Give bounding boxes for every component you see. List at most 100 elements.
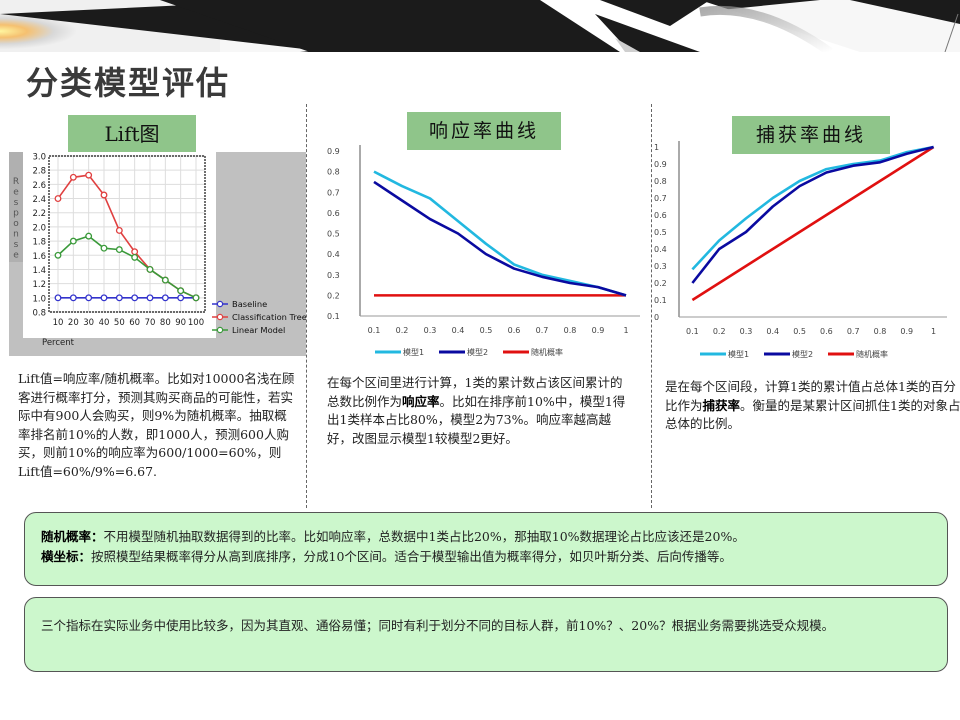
series-line bbox=[57, 235, 197, 299]
x-tick-label: 0.1 bbox=[686, 327, 699, 336]
y-tick-label: 0.4 bbox=[327, 250, 340, 259]
x-tick-label: 30 bbox=[83, 318, 94, 328]
response-description: 在每个区间里进行计算，1类的累计数占该区间累计的总数比例作为响应率。比如在排序前… bbox=[327, 375, 626, 446]
response-rate-term: 响应率 bbox=[402, 393, 440, 409]
y-tick-label: 0.6 bbox=[327, 209, 340, 218]
definitions-note-box: 随机概率：不用模型随机抽取数据得到的比率。比如响应率，总数据中1类占比20%，那… bbox=[24, 512, 948, 586]
legend-label: 随机概率 bbox=[856, 349, 888, 359]
y-axis-label-char: o bbox=[13, 219, 19, 229]
legend-label: 随机概率 bbox=[531, 347, 563, 357]
y-tick-label: 3.0 bbox=[32, 153, 46, 163]
x-tick-label: 0.2 bbox=[713, 327, 726, 336]
y-tick-label: 2.6 bbox=[32, 181, 46, 191]
x-tick-label: 90 bbox=[175, 318, 186, 328]
y-tick-label: 0.2 bbox=[327, 291, 340, 300]
y-tick-label: 2.0 bbox=[32, 223, 46, 233]
banner-graphic bbox=[0, 0, 960, 52]
y-tick-label: 0.1 bbox=[327, 312, 340, 321]
y-tick-label: 0.7 bbox=[654, 194, 667, 203]
x-tick-label: 0.4 bbox=[452, 326, 465, 335]
y-axis-label-char: e bbox=[13, 188, 19, 198]
y-tick-label: 0.5 bbox=[327, 230, 340, 239]
summary-text: 三个指标在实际业务中使用比较多，因为其直观、通俗易懂；同时有利于划分不同的目标人… bbox=[41, 618, 835, 633]
x-tick-label: 0.7 bbox=[536, 326, 549, 335]
y-axis-label-char: p bbox=[13, 209, 19, 219]
y-axis-label-char: s bbox=[14, 240, 19, 250]
capture-rate-term: 捕获率 bbox=[702, 397, 741, 413]
series-line bbox=[691, 145, 934, 284]
y-tick-label: 0.9 bbox=[327, 147, 340, 156]
y-tick-label: 0.2 bbox=[654, 279, 667, 288]
y-axis-label-char: R bbox=[13, 177, 19, 187]
x-tick-label: 70 bbox=[145, 318, 156, 328]
y-tick-label: 0.4 bbox=[654, 245, 667, 254]
legend-label: Baseline bbox=[232, 299, 267, 309]
response-chart-title: 响应率曲线 bbox=[407, 112, 561, 150]
x-tick-label: 0.1 bbox=[368, 326, 381, 335]
x-tick-label: 0.9 bbox=[900, 327, 913, 336]
x-axis-note: 横坐标：按照模型结果概率得分从高到底排序，分成10个区间。适合于模型输出值为概率… bbox=[41, 549, 732, 564]
column-divider-left bbox=[306, 104, 307, 508]
x-tick-label: 0.3 bbox=[740, 327, 753, 336]
series-line bbox=[691, 145, 935, 302]
x-tick-label: 0.4 bbox=[766, 327, 779, 336]
y-tick-label: 1.6 bbox=[32, 252, 46, 262]
y-tick-label: 2.4 bbox=[32, 195, 46, 205]
x-tick-label: 60 bbox=[129, 318, 140, 328]
legend-label: 模型1 bbox=[403, 347, 424, 357]
lift-chart: 3.0 2.8 2.6 2.4 2.2 2.0 1.8 1.6 1.4 1.2 1.0 0.8 10 20… bbox=[9, 152, 306, 348]
y-tick-label: 0.8 bbox=[327, 168, 340, 177]
x-axis-label: Percent bbox=[42, 338, 75, 348]
series-line bbox=[691, 145, 934, 271]
x-tick-label: 0.2 bbox=[396, 326, 409, 335]
x-tick-label: 0.5 bbox=[793, 327, 806, 336]
y-tick-label: 0.7 bbox=[327, 188, 340, 197]
y-axis-label-char: n bbox=[13, 230, 19, 240]
capture-description: 是在每个区间段，计算1类的累计值占总体1类的百分比作为捕获率。衡量的是某累计区间… bbox=[665, 379, 960, 431]
x-tick-label: 0.6 bbox=[820, 327, 833, 336]
header-banner bbox=[0, 0, 960, 52]
y-tick-label: 1.0 bbox=[32, 294, 46, 304]
column-divider-right bbox=[651, 104, 652, 508]
x-tick-label: 10 bbox=[53, 318, 64, 328]
y-tick-label: 0.3 bbox=[327, 271, 340, 280]
y-tick-label: 1.4 bbox=[32, 266, 46, 276]
series-line bbox=[373, 180, 627, 297]
x-tick-label: 0.3 bbox=[424, 326, 437, 335]
legend-label: Linear Model bbox=[232, 325, 285, 335]
x-tick-label: 40 bbox=[99, 318, 110, 328]
legend-label: 模型2 bbox=[467, 347, 488, 357]
x-tick-label: 0.6 bbox=[508, 326, 521, 335]
y-tick-label: 1 bbox=[654, 143, 659, 152]
summary-note-box: 三个指标在实际业务中使用比较多，因为其直观、通俗易懂；同时有利于划分不同的目标人… bbox=[24, 597, 948, 672]
capture-chart-title: 捕获率曲线 bbox=[732, 116, 890, 154]
x-tick-label: 20 bbox=[68, 318, 79, 328]
x-tick-label: 1 bbox=[931, 327, 936, 336]
y-tick-label: 0.8 bbox=[654, 177, 667, 186]
y-tick-label: 0 bbox=[654, 313, 659, 322]
x-tick-label: 100 bbox=[188, 318, 204, 328]
x-tick-label: 0.8 bbox=[564, 326, 577, 335]
x-tick-label: 0.5 bbox=[480, 326, 493, 335]
x-tick-label: 0.9 bbox=[592, 326, 605, 335]
y-tick-label: 2.8 bbox=[32, 167, 46, 177]
x-tick-label: 80 bbox=[160, 318, 171, 328]
legend-label: 模型1 bbox=[728, 349, 749, 359]
x-tick-label: 0.7 bbox=[847, 327, 860, 336]
lift-chart-title: Lift图 bbox=[68, 115, 196, 153]
y-tick-label: 0.1 bbox=[654, 296, 667, 305]
y-tick-label: 2.2 bbox=[32, 209, 46, 219]
y-tick-label: 0.5 bbox=[654, 228, 667, 237]
y-tick-label: 1.2 bbox=[32, 280, 46, 290]
y-axis-label-char: s bbox=[14, 198, 19, 208]
lift-description: Lift值=响应率/随机概率。比如对10000名浅在顾客进行概率打分，预测其购买… bbox=[18, 371, 295, 479]
x-tick-label: 50 bbox=[114, 318, 125, 328]
random-probability-note: 随机概率：不用模型随机抽取数据得到的比率。比如响应率，总数据中1类占比20%，那… bbox=[41, 529, 745, 544]
y-tick-label: 0.8 bbox=[32, 309, 46, 319]
y-tick-label: 1.8 bbox=[32, 238, 46, 248]
series-line bbox=[373, 170, 627, 297]
response-rate-chart: 0.9 0.8 0.7 0.6 0.5 0.4 0.3 0.2 0.1 0.1 0.2 0.3 0.4 0… bbox=[327, 145, 640, 357]
y-tick-label: 0.3 bbox=[654, 262, 667, 271]
y-tick-label: 0.9 bbox=[654, 160, 667, 169]
y-axis-label-char: e bbox=[13, 251, 19, 261]
